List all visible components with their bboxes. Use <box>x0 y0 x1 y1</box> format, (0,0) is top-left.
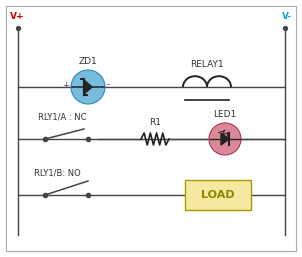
Polygon shape <box>84 80 92 94</box>
Polygon shape <box>221 133 229 145</box>
Text: R1: R1 <box>149 118 161 127</box>
Text: RELAY1: RELAY1 <box>190 60 224 69</box>
Text: LOAD: LOAD <box>201 190 235 200</box>
Circle shape <box>71 70 105 104</box>
Text: -: - <box>107 80 110 89</box>
Text: LED1: LED1 <box>214 110 237 119</box>
Text: RLY1/B: NO: RLY1/B: NO <box>34 168 80 177</box>
Bar <box>185 180 251 210</box>
Text: V+: V+ <box>10 12 25 21</box>
Text: +: + <box>62 80 69 89</box>
Text: RLY1/A : NC: RLY1/A : NC <box>38 112 86 121</box>
Circle shape <box>209 123 241 155</box>
Text: V-: V- <box>282 12 292 21</box>
Text: ZD1: ZD1 <box>79 57 97 66</box>
